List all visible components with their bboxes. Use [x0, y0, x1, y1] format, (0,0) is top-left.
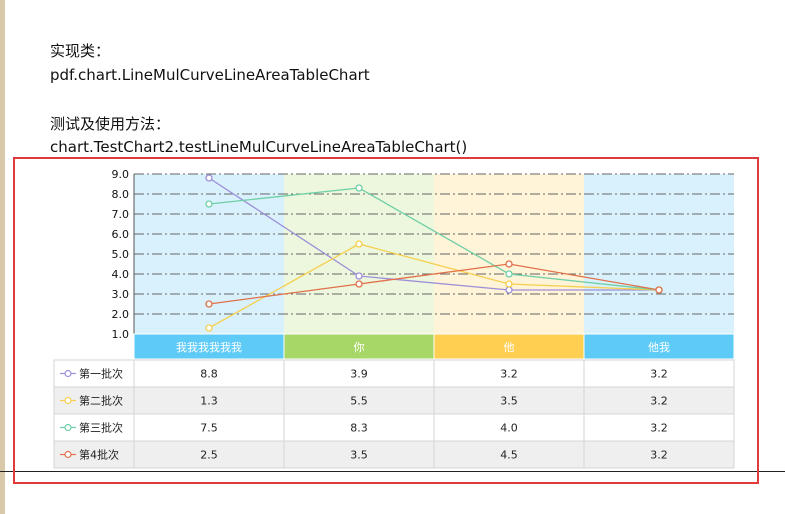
table-cell-value: 3.2	[650, 422, 668, 435]
table-cell-value: 4.5	[500, 449, 518, 462]
series-line	[208, 177, 659, 291]
category-label: 我我我我我我	[176, 341, 242, 354]
table-cell-value: 3.9	[350, 368, 368, 381]
category-header	[283, 333, 435, 360]
usage-call: chart.TestChart2.testLineMulCurveLineAre…	[50, 138, 468, 156]
y-tick-label: 9.0	[112, 168, 130, 181]
category-label: 他我	[648, 341, 670, 354]
category-header	[433, 333, 585, 360]
legend-marker	[64, 423, 72, 432]
series-point	[505, 280, 513, 288]
y-tick-label: 4.0	[112, 268, 130, 281]
table-cell-value: 7.5	[200, 422, 218, 435]
y-tick-label: 2.0	[112, 308, 130, 321]
category-header	[583, 333, 735, 360]
legend-marker	[64, 450, 72, 459]
highlight-frame	[13, 157, 759, 484]
y-tick-label: 6.0	[112, 228, 130, 241]
table-cell-value: 3.5	[350, 449, 368, 462]
series-point	[505, 260, 513, 268]
table-cell-value: 8.3	[350, 422, 368, 435]
table-cell-value: 3.2	[500, 368, 518, 381]
legend-label: 第4批次	[79, 448, 119, 462]
legend-label: 第三批次	[79, 421, 123, 435]
series-point	[205, 300, 213, 308]
legend-label: 第一批次	[79, 367, 123, 381]
series-point	[655, 286, 663, 294]
category-label: 你	[354, 341, 365, 354]
series-point	[355, 240, 363, 248]
series-point	[205, 174, 213, 182]
table-cell-value: 3.5	[500, 395, 518, 408]
table-row	[53, 359, 735, 388]
impl-class: pdf.chart.LineMulCurveLineAreaTableChart	[50, 66, 370, 84]
series-point	[205, 200, 213, 208]
page-gutter	[0, 0, 5, 514]
series-point	[355, 184, 363, 192]
series-point	[355, 272, 363, 280]
table-row	[53, 440, 735, 469]
category-label: 他	[504, 341, 515, 354]
series-point	[355, 280, 363, 288]
table-cell-value: 3.2	[650, 395, 668, 408]
y-tick-label: 5.0	[112, 248, 130, 261]
y-tick-label: 8.0	[112, 188, 130, 201]
table-row	[53, 413, 735, 442]
series-point	[205, 324, 213, 332]
table-cell-value: 3.2	[650, 368, 668, 381]
series-line	[208, 243, 660, 329]
y-tick-label: 1.0	[112, 328, 130, 341]
table-cell-value: 5.5	[350, 395, 368, 408]
table-cell-value: 1.3	[200, 395, 218, 408]
series-line	[208, 187, 660, 291]
y-tick-label: 7.0	[112, 208, 130, 221]
legend-marker	[64, 396, 72, 405]
table-cell-value: 2.5	[200, 449, 218, 462]
series-point	[505, 270, 513, 278]
table-cell-value: 4.0	[500, 422, 518, 435]
table-cell-value: 3.2	[650, 449, 668, 462]
usage-label: 测试及使用方法：	[50, 115, 171, 133]
y-tick-label: 3.0	[112, 288, 130, 301]
legend-marker	[64, 369, 72, 378]
impl-label: 实现类：	[50, 42, 111, 60]
series-line	[208, 263, 660, 305]
page-divider	[0, 471, 785, 472]
legend-label: 第二批次	[79, 394, 123, 408]
table-cell-value: 8.8	[200, 368, 218, 381]
